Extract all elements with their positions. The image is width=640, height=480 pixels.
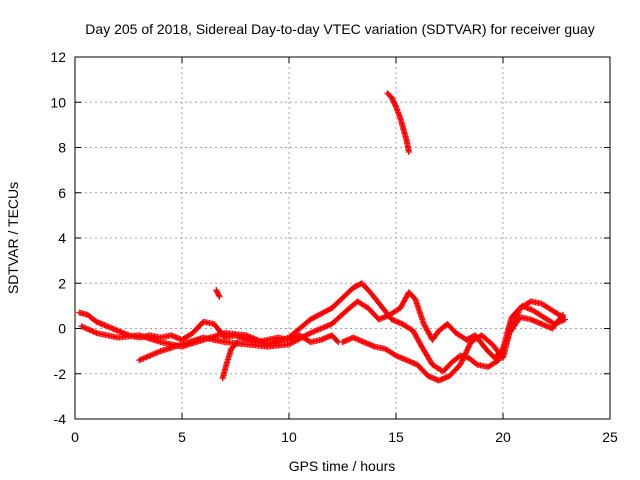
data-point bbox=[83, 325, 90, 332]
chart-title: Day 205 of 2018, Sidereal Day-to-day VTE… bbox=[85, 21, 594, 37]
data-point bbox=[334, 337, 341, 344]
y-tick-label: 4 bbox=[58, 230, 66, 246]
data-point bbox=[87, 327, 94, 334]
data-point bbox=[392, 102, 399, 109]
y-tick-label: 10 bbox=[50, 94, 66, 110]
y-axis-label: SDTVAR / TECUs bbox=[5, 182, 21, 294]
x-axis-ticks: 0 5 10 15 20 25 bbox=[71, 57, 618, 445]
data-point bbox=[92, 329, 99, 336]
data-point bbox=[86, 326, 93, 333]
data-point bbox=[405, 149, 412, 156]
data-point bbox=[216, 293, 223, 300]
data-point bbox=[82, 325, 89, 332]
y-tick-label: 2 bbox=[58, 275, 66, 291]
data-point bbox=[213, 288, 220, 295]
data-point bbox=[213, 287, 220, 294]
data-points bbox=[76, 90, 569, 384]
y-tick-label: 8 bbox=[58, 140, 66, 156]
data-point bbox=[233, 340, 240, 347]
data-point bbox=[90, 328, 97, 335]
series-track-d bbox=[339, 311, 566, 384]
series-track-f bbox=[213, 287, 223, 300]
x-tick-label: 10 bbox=[281, 429, 297, 445]
data-point bbox=[81, 324, 88, 331]
data-point bbox=[79, 323, 86, 330]
x-tick-label: 0 bbox=[71, 429, 79, 445]
grid bbox=[75, 57, 610, 419]
data-point bbox=[215, 291, 222, 298]
data-point bbox=[85, 326, 92, 333]
data-point bbox=[558, 313, 565, 320]
y-tick-label: 0 bbox=[58, 321, 66, 337]
x-tick-label: 20 bbox=[495, 429, 511, 445]
data-point bbox=[473, 360, 480, 367]
y-axis-ticks: -4 -2 0 2 4 6 8 10 12 bbox=[50, 49, 610, 427]
data-point bbox=[214, 289, 221, 296]
data-point bbox=[89, 328, 96, 335]
data-point bbox=[78, 323, 85, 330]
y-tick-label: -4 bbox=[54, 411, 67, 427]
data-point bbox=[215, 292, 222, 299]
y-tick-label: -2 bbox=[54, 366, 67, 382]
x-tick-label: 5 bbox=[178, 429, 186, 445]
data-point bbox=[559, 311, 566, 318]
data-point bbox=[562, 316, 569, 323]
y-tick-label: 12 bbox=[50, 49, 66, 65]
y-tick-label: 6 bbox=[58, 185, 66, 201]
x-tick-label: 15 bbox=[388, 429, 404, 445]
series-track-g bbox=[384, 90, 412, 156]
series-track-e bbox=[219, 339, 241, 382]
data-point bbox=[234, 339, 241, 346]
series-track-c bbox=[136, 289, 569, 364]
x-tick-label: 25 bbox=[602, 429, 618, 445]
data-point bbox=[306, 330, 313, 337]
x-axis-label: GPS time / hours bbox=[289, 458, 396, 474]
